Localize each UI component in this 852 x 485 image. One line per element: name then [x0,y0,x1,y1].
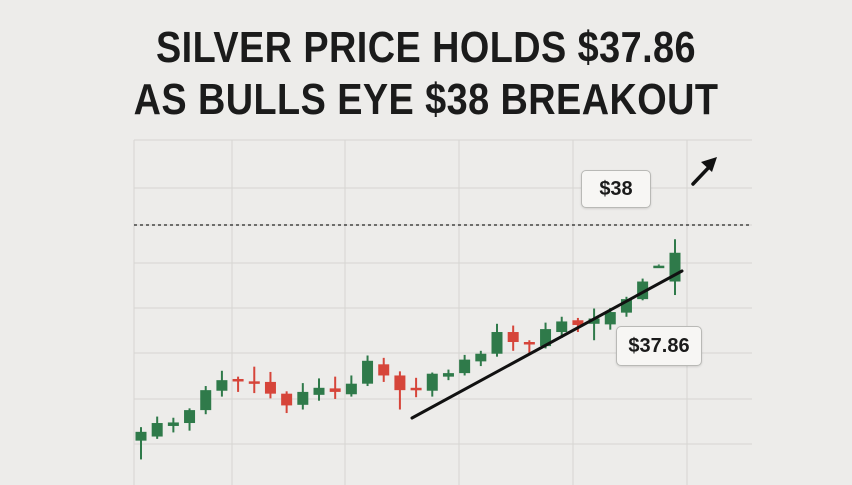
candle-body [297,391,309,405]
candle-body [572,320,584,325]
candle-bearish [572,317,584,333]
candle-bullish [637,278,649,301]
candle-bullish [313,378,325,401]
candle-body [540,329,552,347]
candle-bullish [216,370,228,397]
candle-body [426,373,438,391]
candle-bearish [410,377,422,398]
candle-body [459,359,471,374]
candle-body [281,393,293,406]
candle-body [523,342,535,345]
candle-body [620,299,632,313]
candle-body [669,252,681,282]
headline-line-2: AS BULLS EYE $38 BREAKOUT [133,75,719,124]
candle-bullish [669,239,681,296]
candle-body [264,381,276,394]
candle-body [556,321,568,333]
candle-bullish [426,372,438,397]
candles-group [135,239,681,460]
candle-body [637,281,649,300]
candle-body [345,383,357,395]
candle-body [410,387,422,391]
candle-bullish [653,264,665,269]
page-title: SILVER PRICE HOLDS $37.86 AS BULLS EYE $… [60,22,793,126]
candle-bullish [556,316,568,338]
candle-bullish [491,323,503,357]
candle-bullish [345,375,357,397]
candle-body [475,353,487,362]
candle-body [604,312,616,325]
candle-body [442,373,454,377]
chart-grid [133,139,752,485]
candle-bullish [475,350,487,367]
candle-bullish [184,408,196,431]
candle-bearish [264,371,276,399]
candle-body [200,390,212,411]
candle-bullish [588,308,600,341]
candle-body [329,388,341,392]
candle-body [313,387,325,395]
resistance-price-label: $38 [581,170,651,208]
candle-bearish [378,357,390,382]
candle-bearish [248,366,260,394]
headline-line-1: SILVER PRICE HOLDS $37.86 [156,23,696,72]
candle-body [362,360,374,384]
candle-bearish [394,371,406,410]
candle-bearish [281,391,293,414]
candle-body [232,378,244,382]
candle-body [507,332,519,342]
candle-body [491,332,503,354]
candle-body [216,380,228,391]
candle-body [135,431,147,441]
candle-body [248,381,260,384]
candle-bullish [442,369,454,381]
candle-bearish [232,376,244,392]
candle-bullish [200,386,212,415]
candle-bearish [523,340,535,354]
candle-bullish [362,355,374,387]
candle-bullish [459,354,471,376]
candle-bearish [507,325,519,351]
arrow-up-right-icon [691,157,717,186]
candle-bullish [167,417,179,433]
candle-body [167,422,179,426]
candle-body [184,410,196,424]
candle-bullish [151,416,163,439]
candle-body [151,423,163,437]
candle-bullish [135,427,147,460]
candle-body [394,375,406,391]
candle-bullish [297,383,309,410]
support-trendline [410,269,684,420]
candle-bearish [329,376,341,399]
candle-body [653,265,665,269]
candle-body [378,364,390,376]
current-price-label: $37.86 [616,326,702,366]
candle-body [588,318,600,324]
